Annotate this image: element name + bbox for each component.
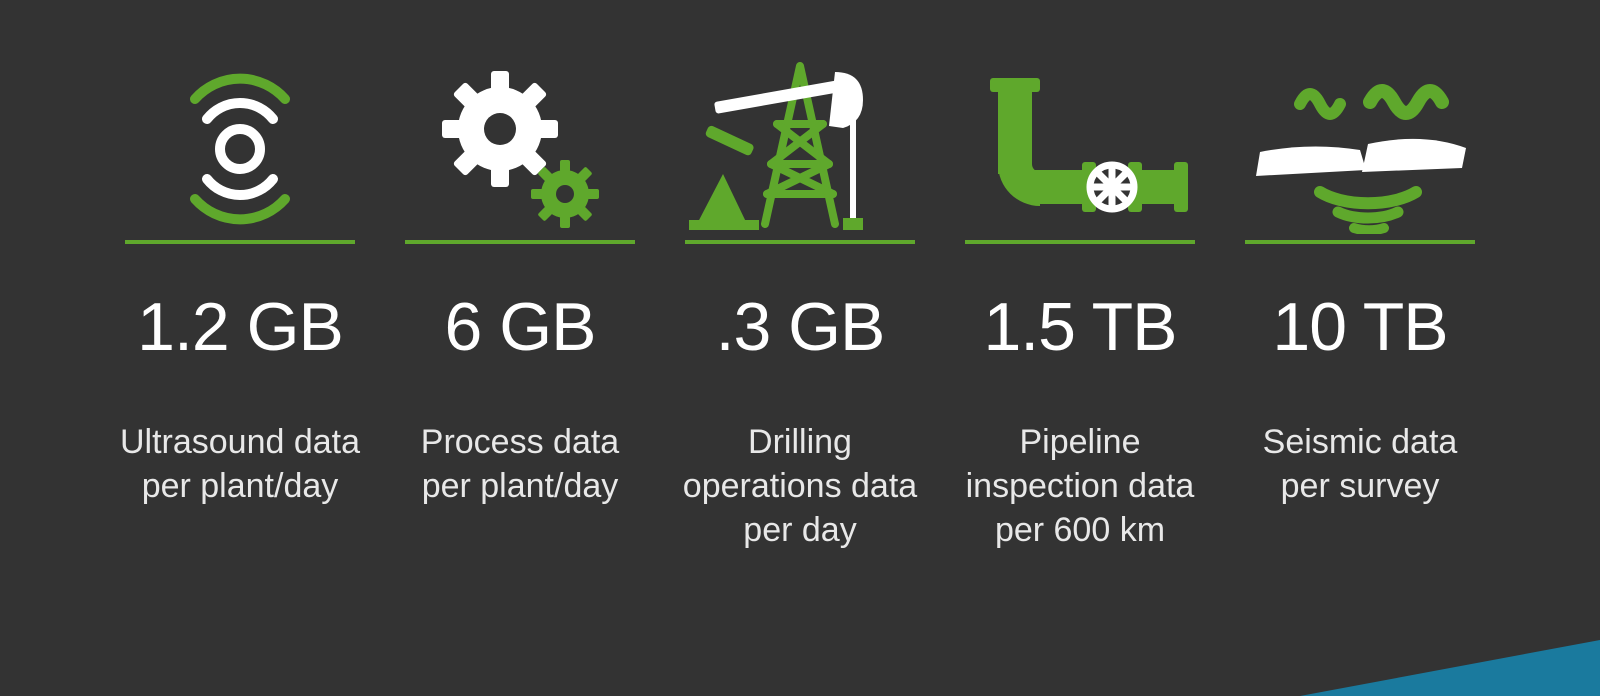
drilling-rig-icon (685, 58, 915, 238)
seismic-icon (1245, 58, 1475, 238)
stat-card-pipeline: 1.5 TB Pipeline inspection data per 600 … (950, 58, 1210, 553)
stat-card-ultrasound: 1.2 GB Ultrasound data per plant/day (110, 58, 370, 508)
stat-card-seismic: 10 TB Seismic data per survey (1230, 58, 1490, 508)
gears-icon (405, 58, 635, 238)
pipeline-icon (965, 58, 1195, 238)
stat-value: 6 GB (445, 288, 596, 366)
underline (685, 240, 915, 244)
stat-desc: Ultrasound data per plant/day (120, 420, 360, 508)
stat-value: 1.2 GB (137, 288, 343, 366)
underline (125, 240, 355, 244)
stat-desc: Process data per plant/day (421, 420, 619, 508)
stat-value: 10 TB (1272, 288, 1447, 366)
stat-card-drilling: .3 GB Drilling operations data per day (670, 58, 930, 553)
ultrasound-icon (125, 58, 355, 238)
stat-desc: Seismic data per survey (1263, 420, 1458, 508)
corner-accent (1300, 640, 1600, 696)
stat-desc: Pipeline inspection data per 600 km (966, 420, 1195, 553)
infographic-row: 1.2 GB Ultrasound data per plant/day (0, 0, 1600, 553)
stat-desc: Drilling operations data per day (683, 420, 917, 553)
stat-value: .3 GB (716, 288, 885, 366)
stat-card-process: 6 GB Process data per plant/day (390, 58, 650, 508)
underline (965, 240, 1195, 244)
underline (405, 240, 635, 244)
underline (1245, 240, 1475, 244)
stat-value: 1.5 TB (983, 288, 1176, 366)
